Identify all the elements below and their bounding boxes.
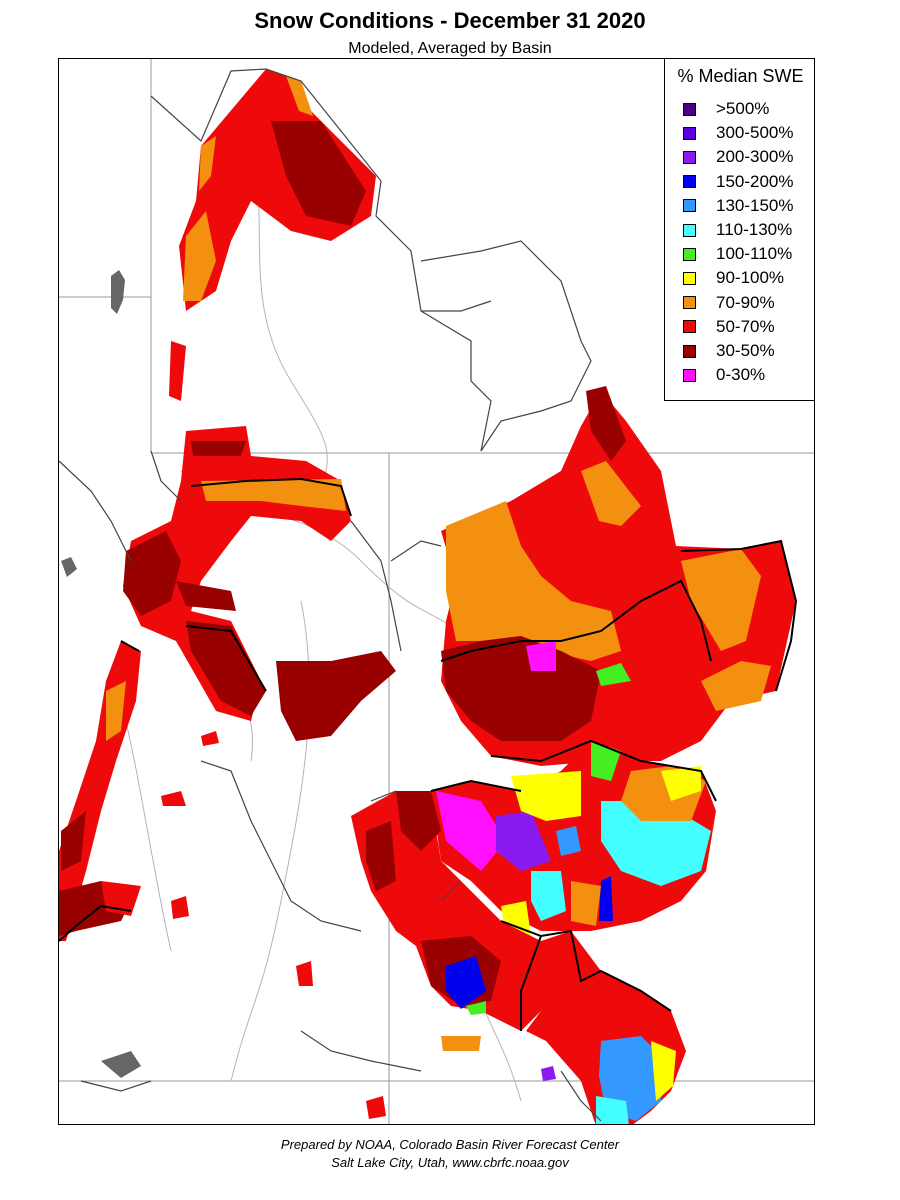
legend-item: 0-30%	[683, 365, 765, 385]
legend-swatch	[683, 296, 696, 310]
snow-patches	[161, 341, 386, 1119]
snow-region-central-east	[441, 386, 796, 766]
legend-label: 90-100%	[716, 268, 785, 288]
snow-region-middle-strip	[276, 651, 396, 741]
basin-outlines	[59, 68, 602, 1122]
legend-title: % Median SWE	[677, 66, 804, 86]
legend-item: 110-130%	[683, 220, 792, 240]
legend-swatch	[683, 223, 696, 237]
legend-item: 130-150%	[683, 196, 794, 216]
legend-item: 90-100%	[683, 268, 784, 288]
legend-label: 150-200%	[716, 171, 794, 191]
legend-swatch	[683, 150, 696, 164]
legend-swatch	[683, 271, 696, 285]
map-title: Snow Conditions - December 31 2020	[254, 8, 646, 33]
legend-item: 150-200%	[683, 172, 794, 192]
legend-swatch	[683, 126, 696, 140]
state-boundaries	[59, 59, 814, 1124]
basin-map	[59, 59, 814, 1124]
legend-item: 200-300%	[683, 147, 794, 167]
legend-label: 300-500%	[716, 123, 794, 143]
legend-swatch	[683, 175, 696, 189]
credit-line-2: Salt Lake City, Utah, www.cbrfc.noaa.gov	[331, 1155, 569, 1170]
legend-label: 50-70%	[716, 316, 775, 336]
legend-label: 200-300%	[716, 147, 794, 167]
legend-item: 30-50%	[683, 341, 775, 361]
basin-boundaries	[59, 477, 798, 1031]
legend-swatch	[683, 368, 696, 382]
legend-swatch	[683, 102, 696, 116]
legend-label: 0-30%	[716, 365, 766, 385]
legend-item: 50-70%	[683, 317, 775, 337]
lakes	[61, 270, 141, 1078]
snow-region-southwest	[351, 791, 561, 1051]
legend-item: 70-90%	[683, 293, 775, 313]
legend-label: 110-130%	[716, 220, 793, 239]
legend-label: 30-50%	[716, 341, 775, 360]
legend-item: 300-500%	[683, 123, 794, 143]
legend-label: >500%	[716, 99, 770, 118]
legend-swatch	[683, 344, 696, 358]
snow-region-west-edge	[59, 641, 141, 941]
legend-label: 70-90%	[716, 292, 775, 312]
legend: % Median SWE >500% 300-500% 200-300% 150-20…	[664, 58, 815, 401]
legend-swatch	[683, 320, 696, 334]
legend-label: 130-150%	[716, 195, 794, 215]
map-subtitle: Modeled, Averaged by Basin	[348, 40, 552, 57]
snow-region-south-central	[431, 741, 716, 936]
legend-item: >500%	[683, 99, 769, 119]
credit-line-1: Prepared by NOAA, Colorado Basin River F…	[280, 1137, 620, 1152]
snow-region-southeast	[526, 931, 686, 1124]
legend-label: 100-110%	[716, 244, 793, 264]
legend-swatch	[683, 247, 696, 261]
legend-item: 100-110%	[683, 244, 792, 264]
legend-swatch	[683, 199, 696, 213]
snow-region-north	[179, 69, 376, 311]
